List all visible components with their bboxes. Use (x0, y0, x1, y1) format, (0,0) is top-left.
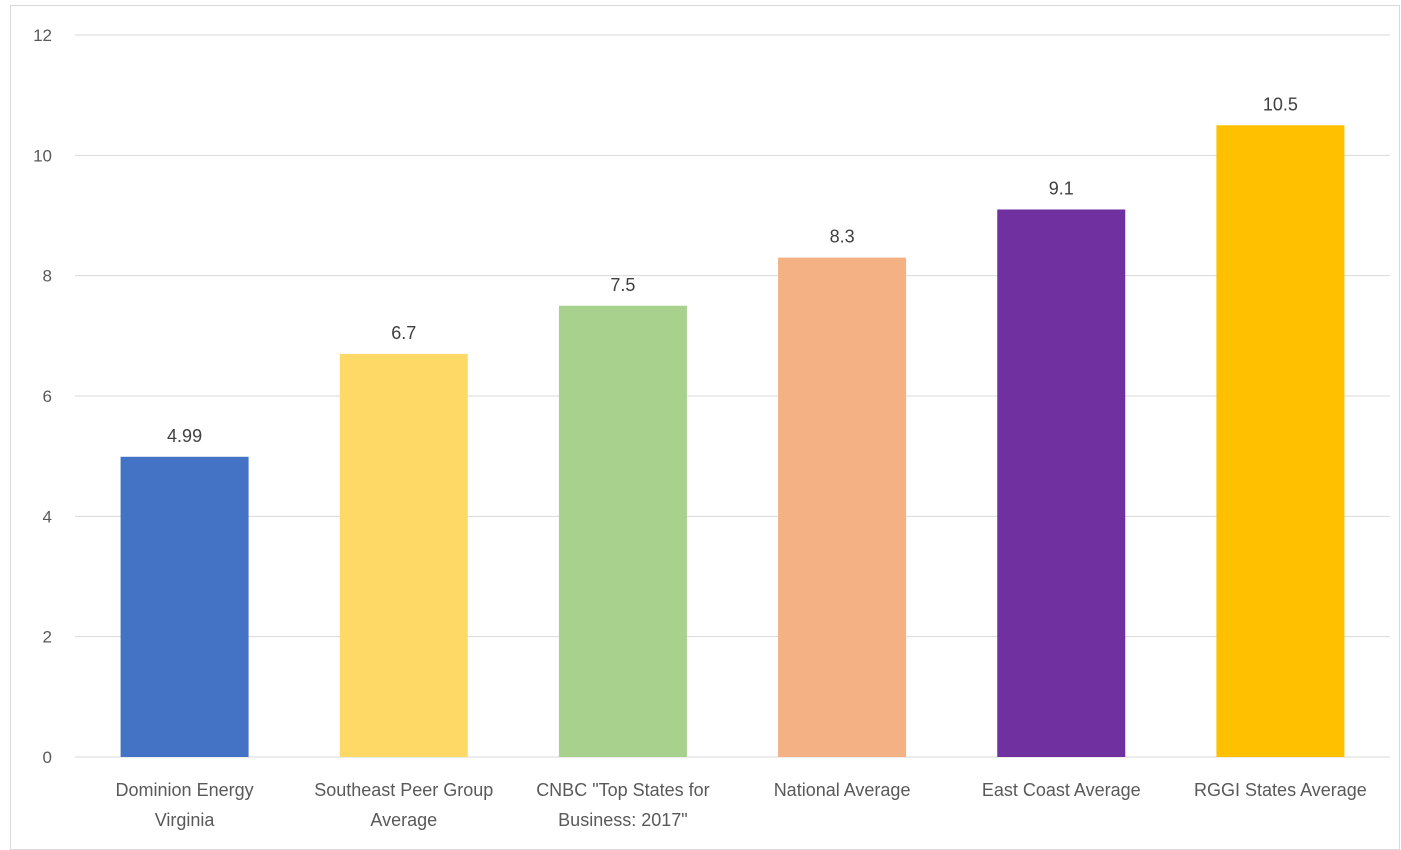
bar (558, 305, 687, 757)
x-tick-label-line: Average (370, 810, 437, 830)
bar (778, 257, 907, 757)
bar (339, 353, 468, 757)
bar (120, 456, 249, 757)
x-tick-label-line: East Coast Average (982, 780, 1141, 800)
x-tick-label-line: National Average (774, 780, 911, 800)
y-tick-label: 0 (43, 748, 52, 767)
data-label: 4.99 (167, 426, 202, 446)
x-tick-label-line: Dominion Energy (116, 780, 254, 800)
x-tick-label: CNBC "Top States for Business: 2017" (536, 780, 709, 830)
x-tick-label-line: CNBC "Top States for (536, 780, 709, 800)
data-label: 8.3 (830, 227, 855, 247)
x-tick-label-line: Business: 2017" (558, 810, 687, 830)
x-tick-label: Southeast Peer Group Average (314, 780, 493, 830)
y-tick-label: 12 (33, 26, 52, 45)
data-label: 6.7 (391, 323, 416, 343)
x-tick-label: RGGI States Average (1194, 780, 1367, 800)
y-tick-label: 2 (43, 628, 52, 647)
gridlines (75, 34, 1390, 758)
x-axis-ticks: Dominion Energy Virginia Southeast Peer Gr… (116, 780, 1367, 830)
y-tick-label: 10 (33, 146, 52, 165)
data-labels: 4.99 6.7 7.5 8.3 9.1 10.5 (167, 94, 1298, 446)
bar (997, 209, 1126, 757)
x-tick-label: East Coast Average (982, 780, 1141, 800)
bars (120, 125, 1345, 757)
x-tick-label-line: Virginia (155, 810, 216, 830)
y-tick-label: 8 (43, 267, 52, 286)
x-tick-label: National Average (774, 780, 911, 800)
data-label: 9.1 (1049, 178, 1074, 198)
data-label: 7.5 (610, 275, 635, 295)
x-tick-label-line: Southeast Peer Group (314, 780, 493, 800)
y-tick-label: 6 (43, 387, 52, 406)
x-tick-label: Dominion Energy Virginia (116, 780, 254, 830)
y-axis-ticks: 0 2 4 6 8 10 12 (33, 26, 52, 767)
y-tick-label: 4 (43, 507, 52, 526)
x-tick-label-line: RGGI States Average (1194, 780, 1367, 800)
data-label: 10.5 (1263, 94, 1298, 114)
bar (1216, 125, 1345, 757)
